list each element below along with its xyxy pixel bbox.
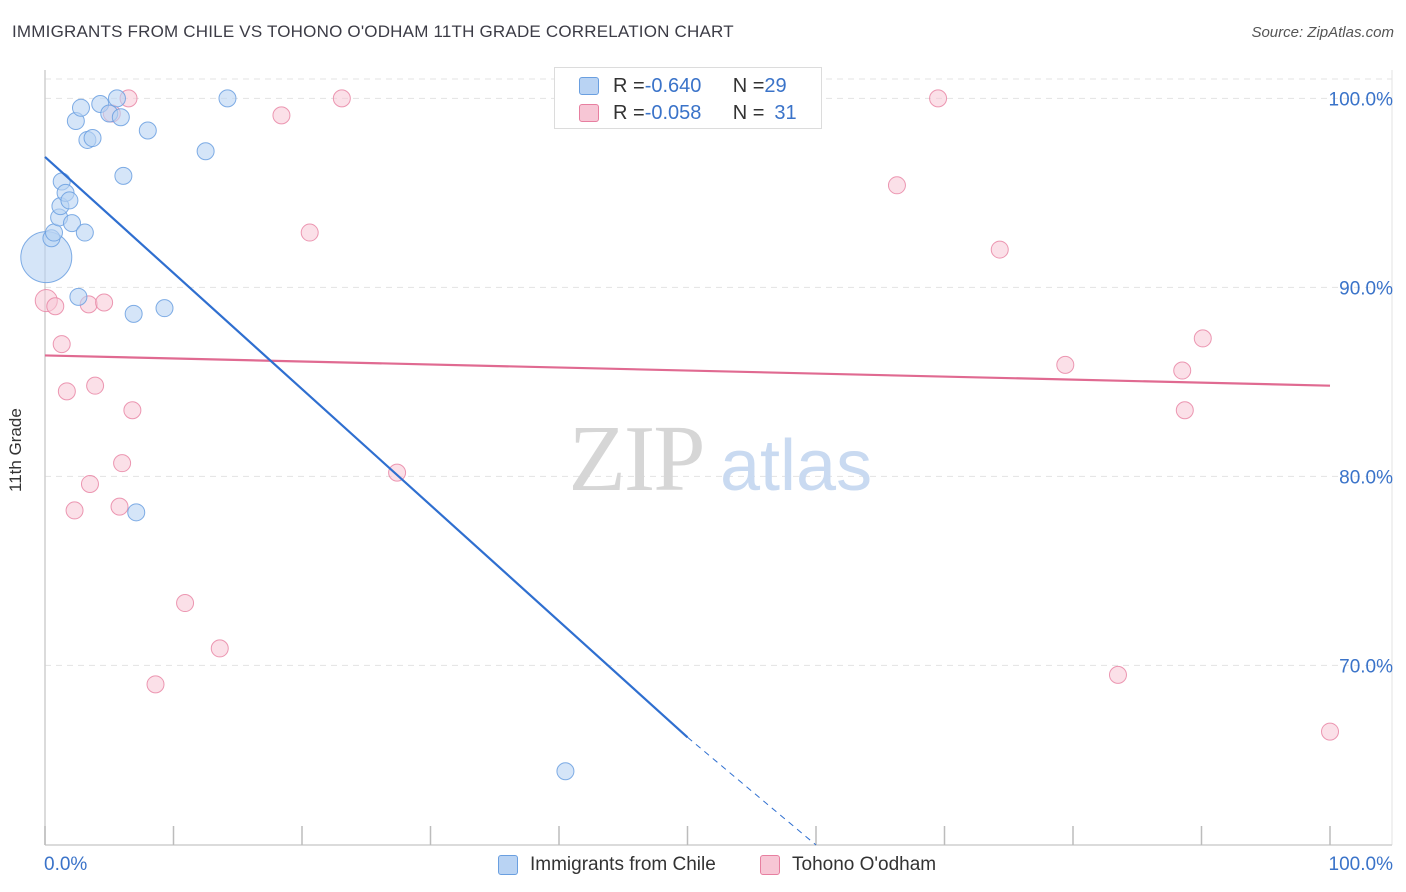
- correlation-legend: R = -0.640 N = 29 R = -0.058 N = 31: [554, 67, 822, 129]
- legend-row-chile: R = -0.640 N = 29: [579, 74, 787, 98]
- legend-n-value-tohono: 31: [774, 101, 797, 124]
- data-point-tohono: [80, 474, 99, 493]
- data-point-chile: [69, 287, 88, 306]
- data-point-tohono: [272, 106, 291, 125]
- data-point-chile: [218, 89, 237, 108]
- data-point-tohono: [1173, 361, 1192, 380]
- bottom-legend-tohono: Tohono O'odham: [760, 852, 936, 878]
- data-point-tohono: [176, 594, 195, 613]
- data-point-tohono: [1175, 401, 1194, 420]
- y-tick-labels: 100.0% 90.0% 80.0% 70.0%: [1329, 89, 1394, 677]
- x-tick-label-min: 0.0%: [44, 854, 87, 875]
- data-point-chile: [107, 89, 126, 108]
- y-tick-label: 100.0%: [1329, 89, 1394, 110]
- data-point-tohono: [388, 463, 407, 482]
- data-point-tohono: [86, 376, 105, 395]
- data-point-tohono: [146, 675, 165, 694]
- y-tick-label: 70.0%: [1339, 656, 1393, 677]
- trend-line-chile-extension: [687, 736, 817, 846]
- data-point-chile: [75, 223, 94, 242]
- watermark: ZIP atlas: [569, 407, 873, 511]
- data-point-tohono: [110, 497, 129, 516]
- data-point-tohono: [1056, 355, 1075, 374]
- data-point-chile: [124, 304, 143, 323]
- data-point-tohono: [990, 240, 1009, 259]
- series-chile-points: [20, 89, 575, 781]
- chart-title: IMMIGRANTS FROM CHILE VS TOHONO O'ODHAM …: [12, 22, 734, 41]
- data-point-tohono: [46, 297, 65, 316]
- data-point-tohono: [65, 501, 84, 520]
- data-point-chile: [44, 223, 63, 242]
- trend-line-tohono: [44, 354, 1331, 387]
- data-point-chile: [111, 108, 130, 127]
- data-point-chile: [114, 166, 133, 185]
- bottom-legend-chile: Immigrants from Chile: [498, 852, 716, 878]
- legend-n-value-chile: 29: [764, 74, 787, 97]
- legend-n-label: N =: [732, 101, 765, 124]
- legend-n-label: N =: [732, 74, 765, 97]
- legend-r-label: R =: [613, 74, 645, 97]
- trend-lines: [44, 156, 1331, 846]
- data-point-tohono: [210, 639, 229, 658]
- data-point-chile: [196, 142, 215, 161]
- data-point-tohono: [300, 223, 319, 242]
- data-point-chile: [138, 121, 157, 140]
- legend-row-tohono: R = -0.058 N = 31: [579, 101, 797, 125]
- data-point-chile: [155, 299, 174, 318]
- trend-line-chile: [44, 156, 689, 739]
- legend-swatch-chile: [579, 77, 599, 95]
- legend-r-value-tohono: -0.058: [644, 101, 702, 124]
- data-point-tohono: [95, 293, 114, 312]
- chart-source: Source: ZipAtlas.com: [1251, 24, 1394, 41]
- y-tick-label: 80.0%: [1339, 467, 1393, 488]
- bottom-legend-swatch-chile: [498, 855, 518, 875]
- bottom-legend-label-tohono: Tohono O'odham: [792, 854, 937, 875]
- data-point-tohono: [52, 335, 71, 354]
- grid-lines: [45, 70, 1393, 845]
- axes: [44, 70, 1392, 846]
- bottom-legend-label-chile: Immigrants from Chile: [530, 854, 716, 875]
- data-point-tohono: [1108, 665, 1127, 684]
- data-point-chile: [83, 129, 102, 148]
- data-point-tohono: [113, 454, 132, 473]
- x-tick-label-max: 100.0%: [1329, 854, 1394, 875]
- y-tick-label: 90.0%: [1339, 278, 1393, 299]
- bottom-legend-swatch-tohono: [760, 855, 780, 875]
- data-point-tohono: [929, 89, 948, 108]
- watermark-atlas: atlas: [720, 426, 872, 506]
- data-point-tohono: [123, 401, 142, 420]
- data-point-tohono: [57, 382, 76, 401]
- data-point-chile: [127, 503, 146, 522]
- legend-r-value-chile: -0.640: [644, 74, 702, 97]
- data-point-chile: [556, 762, 575, 781]
- legend-swatch-tohono: [579, 104, 599, 122]
- data-point-tohono: [332, 89, 351, 108]
- data-point-chile: [60, 191, 79, 210]
- data-point-tohono: [1321, 722, 1339, 741]
- data-point-tohono: [887, 176, 906, 195]
- watermark-zip: ZIP: [569, 407, 704, 511]
- data-point-tohono: [1193, 329, 1212, 348]
- x-tick-labels: 0.0% 100.0%: [44, 854, 1393, 875]
- data-point-chile: [62, 214, 81, 233]
- legend-r-label: R =: [613, 101, 645, 124]
- data-point-chile: [71, 98, 90, 117]
